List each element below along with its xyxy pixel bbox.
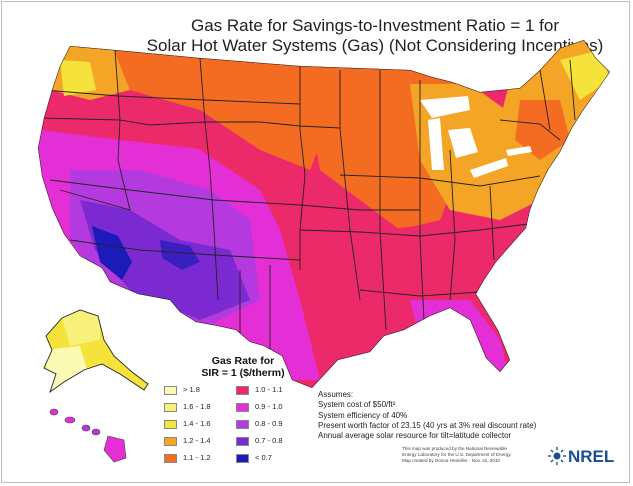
- legend-label: > 1.8: [183, 385, 200, 394]
- legend-item: 1.2 - 1.4: [164, 435, 211, 447]
- legend-item: 1.1 - 1.2: [164, 452, 211, 464]
- legend-label: < 0.7: [255, 453, 272, 462]
- legend-label: 0.8 - 0.9: [255, 419, 283, 428]
- legend-title-line-2: SIR = 1 ($/therm): [201, 367, 285, 379]
- legend-swatch: [236, 436, 249, 446]
- legend-label: 1.0 - 1.1: [255, 385, 283, 394]
- credit-note: This map was produced by the National Re…: [402, 446, 548, 464]
- assumption-resource: Annual average solar resource for tilt=l…: [318, 431, 512, 441]
- legend-swatch: [236, 419, 249, 429]
- legend-item: > 1.8: [164, 384, 200, 396]
- legend-item: 1.6 - 1.8: [164, 401, 211, 413]
- hawaii: [49, 408, 127, 463]
- legend-item: 1.4 - 1.6: [164, 418, 211, 430]
- nrel-sun-icon: [548, 447, 566, 465]
- legend-label: 1.4 - 1.6: [183, 419, 211, 428]
- legend-swatch: [164, 436, 177, 446]
- legend-item: 0.8 - 0.9: [236, 418, 283, 430]
- credit-line-3: Map created by Donna Heimiller - Nov. 22…: [402, 458, 500, 463]
- legend-swatch: [236, 453, 249, 463]
- legend-swatch: [164, 385, 177, 395]
- assumptions-heading: Assumes:: [318, 390, 354, 399]
- assumption-worth: Present worth factor of 23.15 (40 yrs at…: [318, 420, 537, 430]
- legend-label: 0.9 - 1.0: [255, 402, 283, 411]
- alaska: [43, 309, 149, 394]
- nrel-logo: NREL: [548, 447, 614, 466]
- nrel-logo-text: NREL: [568, 447, 614, 466]
- legend-swatch: [236, 385, 249, 395]
- legend: > 1.8 1.6 - 1.8 1.4 - 1.6 1.2 - 1.4 1.1 - 1.…: [164, 384, 314, 472]
- credit-line-2: Energy Laboratory for the U.S. Departmen…: [402, 452, 512, 457]
- legend-item: 1.0 - 1.1: [236, 384, 283, 396]
- legend-label: 1.2 - 1.4: [183, 436, 211, 445]
- title-line-2: Solar Hot Water Systems (Gas) (Not Consi…: [146, 36, 604, 55]
- legend-item: 0.9 - 1.0: [236, 401, 283, 413]
- legend-title-line-1: Gas Rate for: [211, 355, 275, 367]
- legend-swatch: [164, 402, 177, 412]
- legend-title: Gas Rate for SIR = 1 ($/therm): [168, 355, 318, 379]
- legend-label: 0.7 - 0.8: [255, 436, 283, 445]
- legend-label: 1.1 - 1.2: [183, 453, 211, 462]
- legend-item: < 0.7: [236, 452, 272, 464]
- legend-label: 1.6 - 1.8: [183, 402, 211, 411]
- assumptions: Assumes: System cost of $50/ft² System e…: [318, 390, 588, 441]
- title-line-1: Gas Rate for Savings-to-Investment Ratio…: [190, 16, 560, 35]
- legend-item: 0.7 - 0.8: [236, 435, 283, 447]
- legend-swatch: [164, 453, 177, 463]
- map-title: Gas Rate for Savings-to-Investment Ratio…: [140, 16, 610, 56]
- assumption-cost: System cost of $50/ft²: [318, 400, 396, 410]
- legend-swatch: [164, 419, 177, 429]
- assumption-efficiency: System efficiency of 40%: [318, 410, 408, 420]
- legend-swatch: [236, 402, 249, 412]
- credit-line-1: This map was produced by the National Re…: [402, 446, 507, 451]
